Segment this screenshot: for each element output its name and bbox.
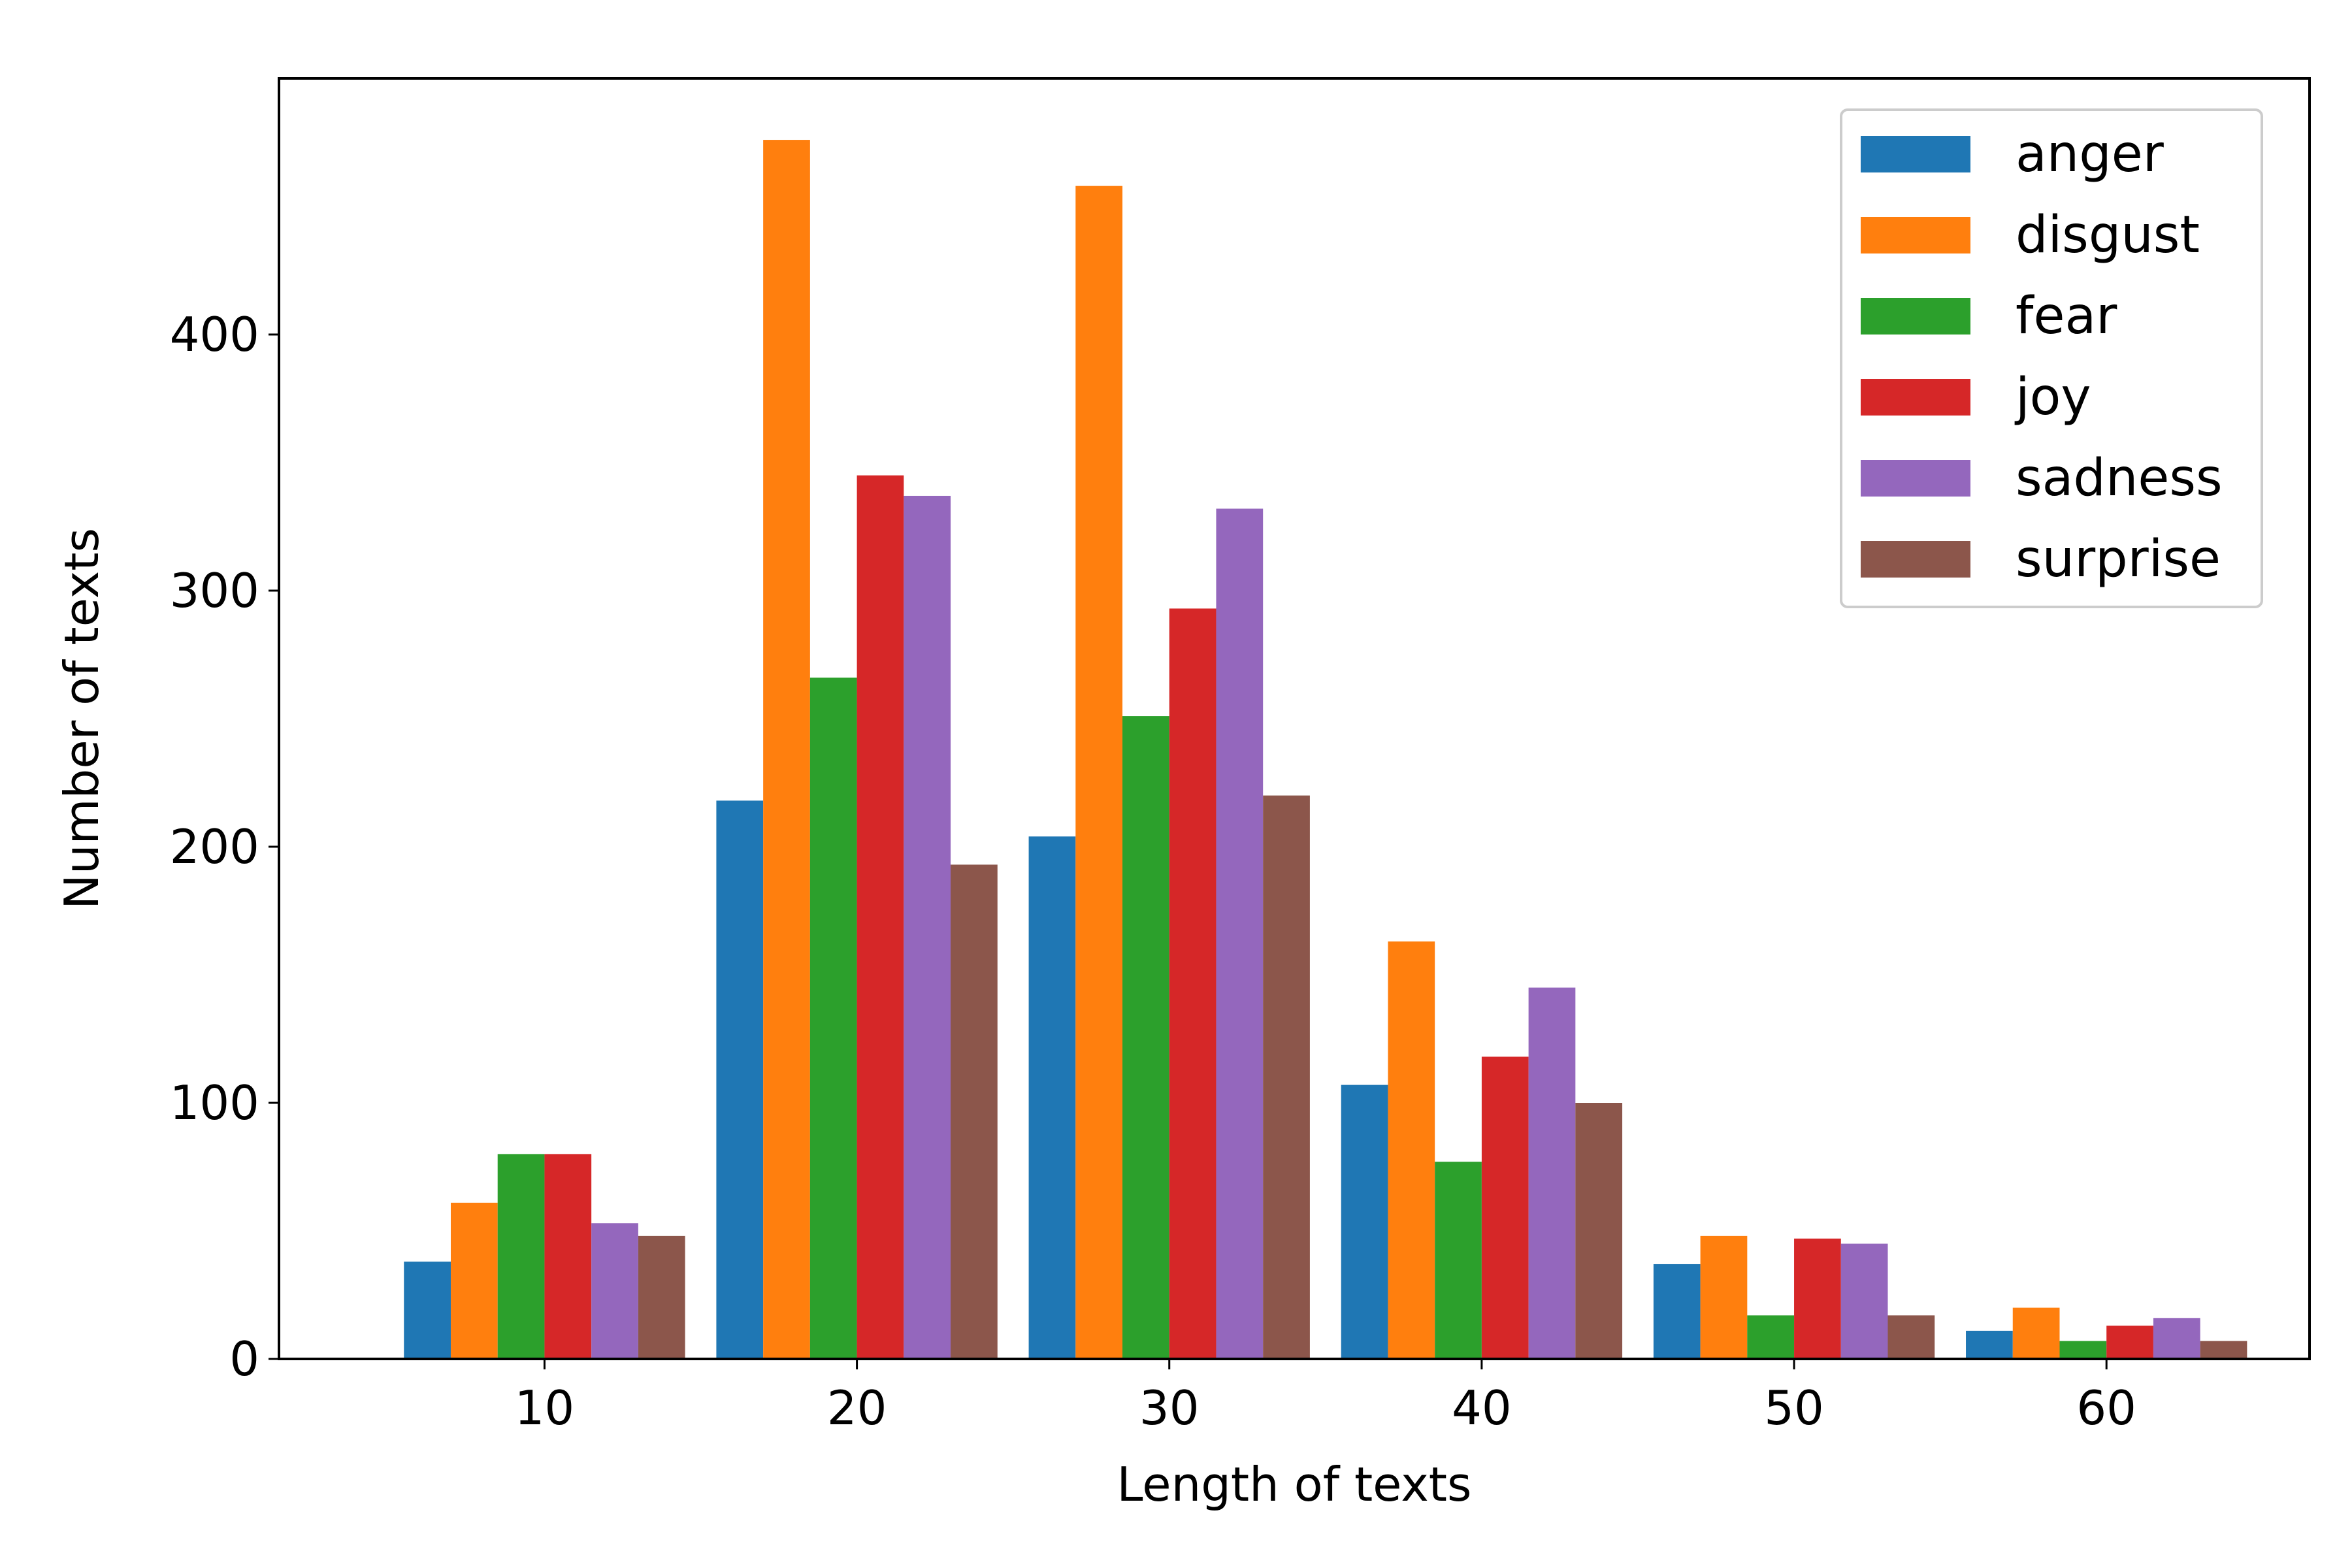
x-tick-label: 20 xyxy=(827,1380,887,1435)
bar-surprise-40 xyxy=(1575,1103,1623,1359)
x-axis-ticks: 10 20 30 40 50 60 xyxy=(515,1359,2136,1435)
y-tick-label: 100 xyxy=(170,1075,259,1130)
legend-label-disgust: disgust xyxy=(2016,206,2200,265)
bar-surprise-20 xyxy=(951,864,998,1359)
bar-anger-20 xyxy=(716,800,764,1359)
legend-swatch-disgust xyxy=(1861,217,1970,253)
bar-sadness-20 xyxy=(904,495,951,1360)
bar-disgust-60 xyxy=(2012,1307,2060,1359)
legend-label-sadness: sadness xyxy=(2016,449,2223,508)
legend-label-surprise: surprise xyxy=(2016,530,2221,589)
y-axis-label: Number of texts xyxy=(54,528,109,909)
legend-swatch-joy xyxy=(1861,379,1970,416)
bar-surprise-50 xyxy=(1887,1315,1935,1359)
bar-sadness-30 xyxy=(1216,508,1264,1359)
legend-swatch-surprise xyxy=(1861,541,1970,578)
bar-disgust-50 xyxy=(1700,1235,1748,1359)
legend-label-anger: anger xyxy=(2016,125,2164,184)
bar-anger-40 xyxy=(1341,1085,1388,1359)
bars-group xyxy=(404,140,2247,1360)
bar-surprise-30 xyxy=(1263,795,1310,1359)
y-tick-label: 0 xyxy=(229,1331,259,1386)
bar-fear-20 xyxy=(809,678,857,1359)
bar-fear-10 xyxy=(497,1154,545,1359)
bar-fear-40 xyxy=(1435,1162,1482,1359)
bar-anger-60 xyxy=(1966,1330,2013,1359)
x-tick-label: 50 xyxy=(1764,1380,1824,1435)
bar-surprise-10 xyxy=(638,1235,685,1359)
bar-surprise-60 xyxy=(2200,1341,2247,1359)
bar-anger-10 xyxy=(404,1262,451,1359)
bar-joy-20 xyxy=(857,475,904,1359)
x-axis-label: Length of texts xyxy=(1117,1457,1471,1512)
bar-joy-40 xyxy=(1481,1056,1529,1359)
bar-sadness-10 xyxy=(591,1223,638,1359)
legend-label-joy: joy xyxy=(2014,368,2091,427)
bar-joy-10 xyxy=(544,1154,592,1359)
y-tick-label: 400 xyxy=(170,307,259,362)
legend-swatch-anger xyxy=(1861,136,1970,172)
x-tick-label: 40 xyxy=(1452,1380,1512,1435)
y-tick-label: 200 xyxy=(170,819,259,874)
bar-joy-50 xyxy=(1794,1238,1841,1359)
bar-disgust-10 xyxy=(450,1202,498,1359)
bar-disgust-20 xyxy=(763,140,810,1360)
legend-label-fear: fear xyxy=(2016,287,2117,346)
bar-fear-50 xyxy=(1747,1315,1795,1359)
bar-disgust-40 xyxy=(1388,941,1435,1359)
x-tick-label: 10 xyxy=(515,1380,575,1435)
bar-anger-50 xyxy=(1653,1264,1701,1359)
bar-joy-30 xyxy=(1169,608,1217,1360)
x-tick-label: 30 xyxy=(1139,1380,1200,1435)
legend-swatch-fear xyxy=(1861,298,1970,335)
bar-anger-30 xyxy=(1028,836,1076,1359)
legend: anger disgust fear joy sadness surprise xyxy=(1840,108,2263,608)
bar-joy-60 xyxy=(2106,1326,2153,1359)
plot-frame xyxy=(278,77,2311,1360)
bar-sadness-50 xyxy=(1840,1243,1888,1359)
bar-fear-30 xyxy=(1122,716,1169,1359)
y-tick-label: 300 xyxy=(170,563,259,618)
legend-swatch-sadness xyxy=(1861,460,1970,497)
bar-sadness-60 xyxy=(2153,1318,2200,1359)
y-axis-ticks: 0 100 200 300 400 xyxy=(170,307,279,1386)
x-tick-label: 60 xyxy=(2076,1380,2136,1435)
bar-disgust-30 xyxy=(1075,186,1123,1359)
bar-fear-60 xyxy=(2059,1341,2107,1359)
bar-sadness-40 xyxy=(1528,987,1576,1359)
